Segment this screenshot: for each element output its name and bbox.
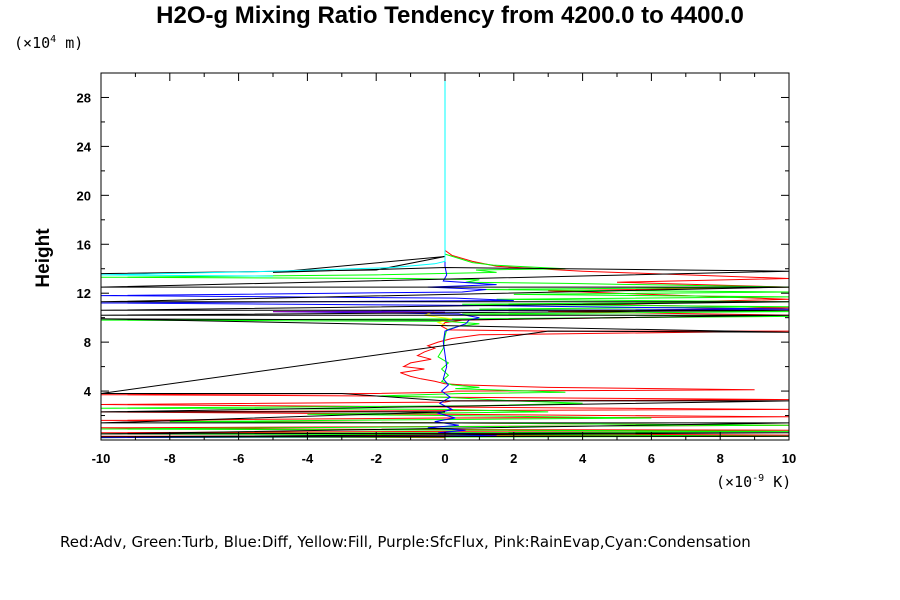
y-unit-name: m — [65, 34, 75, 52]
y-axis-label: Height — [33, 228, 54, 288]
y-tick-label: 8 — [84, 335, 91, 350]
series-line-diff — [100, 73, 790, 439]
series-layer — [100, 73, 790, 439]
y-tick-label: 12 — [77, 286, 91, 301]
series-line-sfcflux — [272, 311, 446, 313]
y-unit-base: 10 — [32, 34, 51, 52]
x-unit-name: K — [773, 473, 783, 491]
x-tick-label: -6 — [233, 451, 245, 466]
x-tick-label: 6 — [648, 451, 655, 466]
x-unit-base: 10 — [734, 473, 753, 491]
x-unit-times: × — [725, 473, 735, 491]
x-unit-exponent: -9 — [752, 473, 765, 484]
x-tick-label: 8 — [717, 451, 724, 466]
x-tick-label: -10 — [92, 451, 111, 466]
y-unit-exponent: 4 — [50, 34, 57, 45]
series-line-fill — [424, 311, 453, 327]
x-tick-label: 0 — [441, 451, 448, 466]
x-tick-label: -2 — [370, 451, 382, 466]
y-tick-label: 4 — [84, 384, 92, 399]
y-tick-label: 24 — [77, 139, 92, 154]
series-line-condensation — [100, 73, 446, 277]
x-tick-label: -8 — [164, 451, 176, 466]
x-tick-label: 2 — [510, 451, 517, 466]
chart-title: H2O-g Mixing Ratio Tendency from 4200.0 … — [156, 2, 744, 29]
x-tick-label: 10 — [782, 451, 796, 466]
series-line-turb — [100, 73, 790, 439]
x-tick-label: -4 — [302, 451, 314, 466]
series-line-other — [100, 256, 790, 438]
y-axis-unit: (×104 m) — [14, 34, 84, 52]
y-tick-label: 16 — [77, 237, 91, 252]
y-tick-label: 20 — [77, 188, 91, 203]
y-tick-label: 28 — [77, 90, 91, 105]
legend: Red:Adv, Green:Turb, Blue:Diff, Yellow:F… — [60, 533, 751, 551]
x-tick-label: 4 — [579, 451, 587, 466]
x-axis-unit: (×10-9 K) — [716, 473, 792, 491]
y-unit-times: × — [23, 34, 33, 52]
